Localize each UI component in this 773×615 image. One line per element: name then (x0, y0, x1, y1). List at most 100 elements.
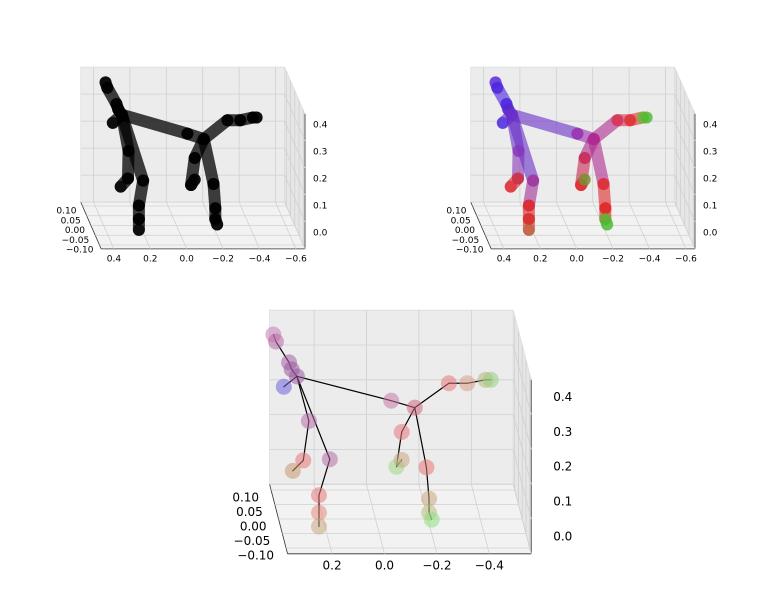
grid-line (512, 449, 532, 520)
point (197, 133, 210, 146)
tick-label: 0.2 (143, 254, 157, 264)
point (597, 177, 610, 190)
tick-label: 0.1 (313, 201, 327, 211)
tick-label: 0.05 (236, 505, 263, 519)
grid-line (674, 120, 696, 169)
point (496, 116, 509, 129)
point (275, 378, 292, 395)
tick-label: 0.0 (375, 558, 394, 572)
point (132, 199, 145, 212)
axes-3d: 0.4 0.2 0.0 −0.2 −0.4 −0.6 0.100.050.00−0.05−0… (446, 66, 718, 264)
point (522, 213, 535, 226)
point (115, 108, 128, 121)
tick-label: 0.0 (703, 228, 718, 238)
grid-line (674, 174, 696, 223)
point (132, 213, 145, 226)
tick-label: 0.0 (180, 254, 195, 264)
point (418, 459, 435, 476)
tick-label: 0.10 (446, 207, 466, 217)
grid-line (674, 147, 696, 196)
point (321, 451, 338, 468)
point (578, 173, 591, 186)
tick-label: −0.10 (456, 246, 484, 256)
grid-line (284, 201, 306, 250)
tick-label: −0.4 (475, 558, 504, 572)
tick-label: −0.10 (66, 246, 94, 256)
grid-line (674, 201, 696, 250)
point (209, 202, 222, 215)
tick-label: 0.2 (323, 558, 342, 572)
grid-line (284, 147, 306, 196)
point (421, 490, 438, 507)
point (601, 218, 614, 231)
tick-label: 0.00 (65, 226, 85, 236)
tick-label: 0.3 (313, 147, 327, 157)
point (522, 223, 535, 236)
point (440, 375, 457, 392)
tick-label: 0.2 (533, 254, 547, 264)
tick-label: −0.2 (422, 558, 451, 572)
tick-label: 0.2 (703, 174, 717, 184)
grid-line (674, 93, 696, 142)
point (188, 152, 201, 164)
tick-label: −0.05 (234, 534, 271, 548)
tick-label: 0.05 (451, 216, 471, 226)
tick-label: −0.4 (639, 254, 661, 264)
tick-label: 0.00 (455, 226, 475, 236)
bone (587, 133, 610, 190)
point (527, 174, 540, 187)
tick-label: −0.10 (237, 549, 274, 563)
point (522, 199, 535, 212)
tick-label: −0.6 (675, 254, 697, 264)
point (611, 114, 624, 127)
bone (414, 407, 428, 468)
point (101, 81, 114, 94)
point (310, 504, 327, 521)
tick-label: 0.3 (703, 147, 717, 157)
tick-label: 0.1 (703, 201, 717, 211)
point (207, 177, 220, 190)
point (284, 462, 301, 479)
grid-line (284, 120, 306, 169)
point (234, 114, 247, 127)
point (459, 375, 476, 392)
tick-label: 0.1 (553, 495, 572, 509)
tick-label: −0.4 (249, 254, 271, 264)
point (578, 152, 591, 164)
tick-label: 0.0 (553, 529, 572, 543)
grid-line (512, 414, 532, 485)
point (393, 424, 410, 440)
point (310, 487, 327, 504)
tick-label: 0.2 (313, 174, 327, 184)
bone (115, 108, 194, 140)
point (512, 144, 525, 157)
point (640, 111, 653, 124)
point (295, 452, 312, 469)
tick-label: 0.00 (240, 520, 267, 534)
point (406, 399, 423, 416)
point (423, 511, 440, 528)
tick-label: −0.05 (62, 236, 90, 246)
point (181, 127, 194, 140)
tick-label: −0.2 (212, 254, 234, 264)
point (114, 180, 127, 193)
point (132, 223, 145, 236)
tick-label: 0.05 (61, 216, 81, 226)
tick-label: 0.10 (56, 207, 76, 217)
axes-3d: 0.2 0.0 −0.2 −0.4 0.100.050.00−0.05−0.10 0.0 0… (232, 309, 572, 572)
point (188, 173, 201, 186)
tick-label: 0.4 (107, 254, 122, 264)
bone (296, 375, 392, 402)
point (250, 111, 263, 124)
point (121, 172, 134, 185)
tick-label: 0.0 (570, 254, 585, 264)
grid-line (284, 93, 306, 142)
tick-label: 0.0 (313, 228, 328, 238)
point (137, 174, 150, 187)
point (300, 412, 317, 429)
point (393, 451, 410, 468)
tick-label: 0.4 (497, 254, 512, 264)
point (383, 392, 400, 409)
grid-line (512, 344, 532, 415)
